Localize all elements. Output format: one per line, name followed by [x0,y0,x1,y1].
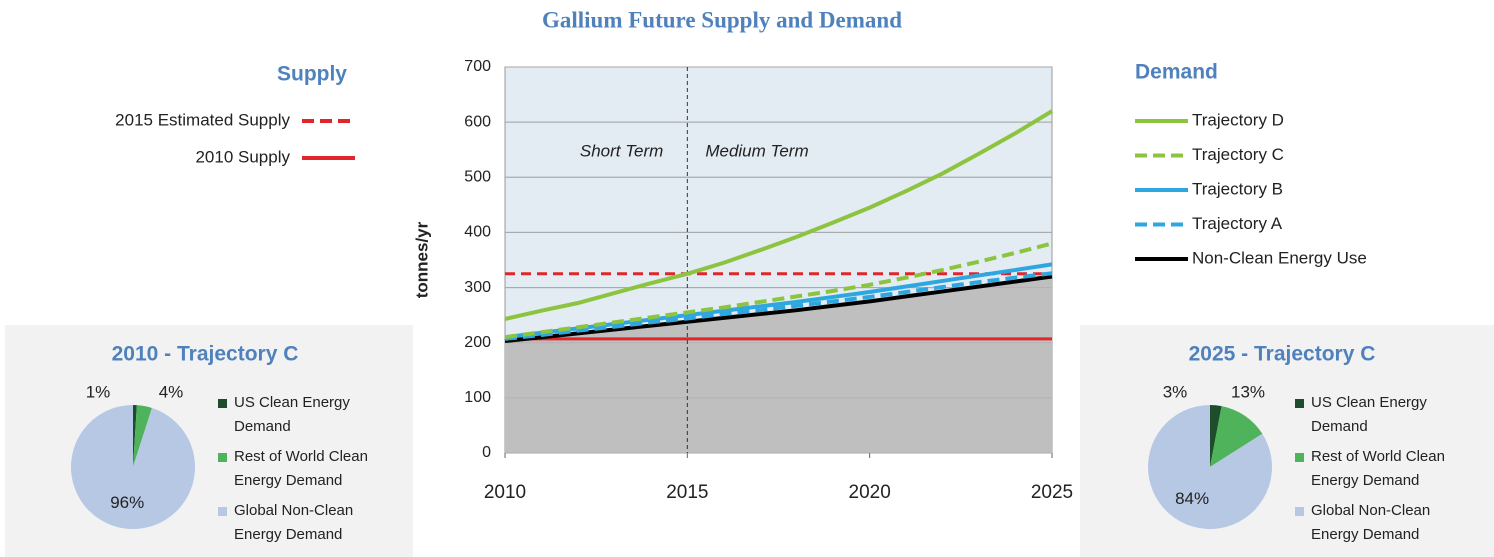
legend-swatch [218,507,227,516]
legend-swatch [1295,507,1304,516]
y-tick-label: 0 [482,444,491,461]
data-label: 96% [110,493,144,512]
data-label: 1% [86,382,111,401]
line [504,241,1053,340]
legend-title: Demand [1135,61,1218,84]
pie-slice [1148,405,1272,529]
data-label: 84% [1175,489,1209,508]
data-label: 4% [159,382,184,401]
pie-slice [71,405,195,529]
legend-label: Non-Clean Energy Use [1192,248,1367,267]
pie-slice [1210,405,1222,467]
y-tick-label: 600 [464,113,491,130]
annotation: Short Term [580,141,663,160]
legend-label: Trajectory B [1192,179,1283,198]
legend-swatch [218,453,227,462]
pie-slice [1210,406,1263,467]
y-tick-label: 500 [464,169,491,186]
data-label: 3% [1163,382,1188,401]
pie-title: 2025 - Trajectory C [1189,343,1376,366]
pie-title: 2010 - Trajectory C [112,343,299,366]
pie-panel [1080,325,1494,557]
legend-label: Rest of World Clean Energy Demand [1311,448,1445,489]
y-tick-label: 200 [464,334,491,351]
line [504,109,1054,321]
legend-swatch [1295,453,1304,462]
data-label: 13% [1231,382,1265,401]
legend-swatch [218,399,227,408]
y-tick-label: 400 [464,224,491,241]
line [504,274,1053,344]
chart-title: Gallium Future Supply and Demand [542,7,902,32]
x-tick-label: 2020 [849,482,891,503]
pie-slice [133,405,152,467]
legend-label: Trajectory A [1192,214,1283,233]
legend-swatch [1295,399,1304,408]
pie-panel [5,325,413,557]
area [505,276,1052,453]
legend-label: 2015 Estimated Supply [115,110,290,129]
y-tick-label: 700 [464,58,491,75]
annotation: Medium Term [705,141,808,160]
legend-label: 2010 Supply [195,147,290,166]
x-tick-label: 2010 [484,482,526,503]
y-axis-label: tonnes/yr [412,221,431,298]
legend-label: US Clean Energy Demand [1311,394,1427,435]
legend-label: Trajectory C [1192,145,1284,164]
y-tick-label: 100 [464,389,491,406]
pie-slice [133,405,137,467]
legend-label: Rest of World Clean Energy Demand [234,448,368,489]
legend-label: Global Non-Clean Energy Demand [1311,502,1431,543]
line [504,271,1053,341]
y-tick-label: 300 [464,279,491,296]
x-tick-label: 2015 [666,482,708,503]
legend-label: Global Non-Clean Energy Demand [234,502,354,543]
legend-title: Supply [277,63,347,86]
legend-label: Trajectory D [1192,110,1284,129]
legend-label: US Clean Energy Demand [234,394,350,435]
x-tick-label: 2025 [1031,482,1073,503]
